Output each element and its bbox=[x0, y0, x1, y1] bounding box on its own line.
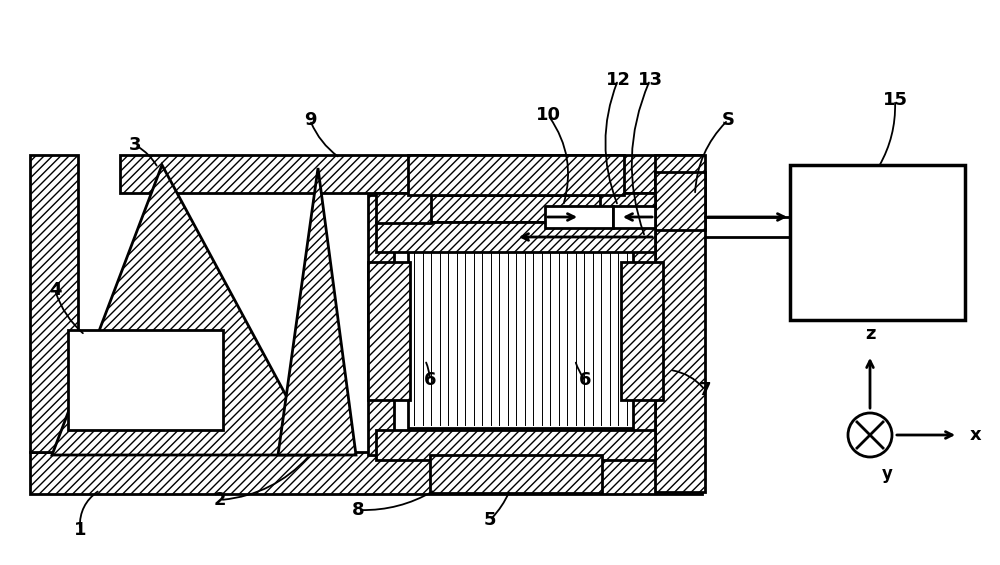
Bar bbox=[600, 193, 655, 223]
Bar bbox=[430, 455, 602, 493]
Bar bbox=[655, 172, 705, 230]
Bar bbox=[376, 193, 431, 223]
Text: 3: 3 bbox=[129, 136, 141, 154]
Bar bbox=[68, 330, 223, 430]
Bar bbox=[376, 430, 655, 460]
Bar bbox=[376, 222, 655, 252]
Text: x: x bbox=[970, 426, 982, 444]
Text: 13: 13 bbox=[638, 71, 662, 89]
Text: S: S bbox=[722, 111, 734, 129]
Text: 1: 1 bbox=[74, 521, 86, 539]
Bar bbox=[545, 206, 613, 228]
Bar bbox=[408, 155, 624, 195]
Bar bbox=[368, 262, 410, 400]
Text: 2: 2 bbox=[214, 491, 226, 509]
Polygon shape bbox=[278, 168, 356, 455]
Text: 9: 9 bbox=[304, 111, 316, 129]
Bar bbox=[613, 206, 655, 228]
Text: 12: 12 bbox=[606, 71, 631, 89]
Text: 4: 4 bbox=[49, 281, 61, 299]
Bar bbox=[30, 452, 702, 494]
Bar bbox=[30, 155, 78, 452]
Text: y: y bbox=[882, 465, 893, 483]
Text: 7: 7 bbox=[699, 381, 711, 399]
Polygon shape bbox=[52, 165, 318, 455]
Bar bbox=[120, 155, 702, 193]
Text: z: z bbox=[865, 325, 875, 343]
Text: 8: 8 bbox=[352, 501, 364, 519]
Bar bbox=[621, 262, 663, 400]
Text: 10: 10 bbox=[536, 106, 560, 124]
Bar bbox=[408, 235, 633, 428]
Bar bbox=[655, 155, 705, 492]
Text: 5: 5 bbox=[484, 511, 496, 529]
Bar bbox=[368, 195, 655, 455]
Bar bbox=[790, 165, 965, 320]
Text: 6: 6 bbox=[579, 371, 591, 389]
Bar bbox=[394, 222, 629, 432]
Text: 15: 15 bbox=[883, 91, 908, 109]
Text: 6: 6 bbox=[424, 371, 436, 389]
